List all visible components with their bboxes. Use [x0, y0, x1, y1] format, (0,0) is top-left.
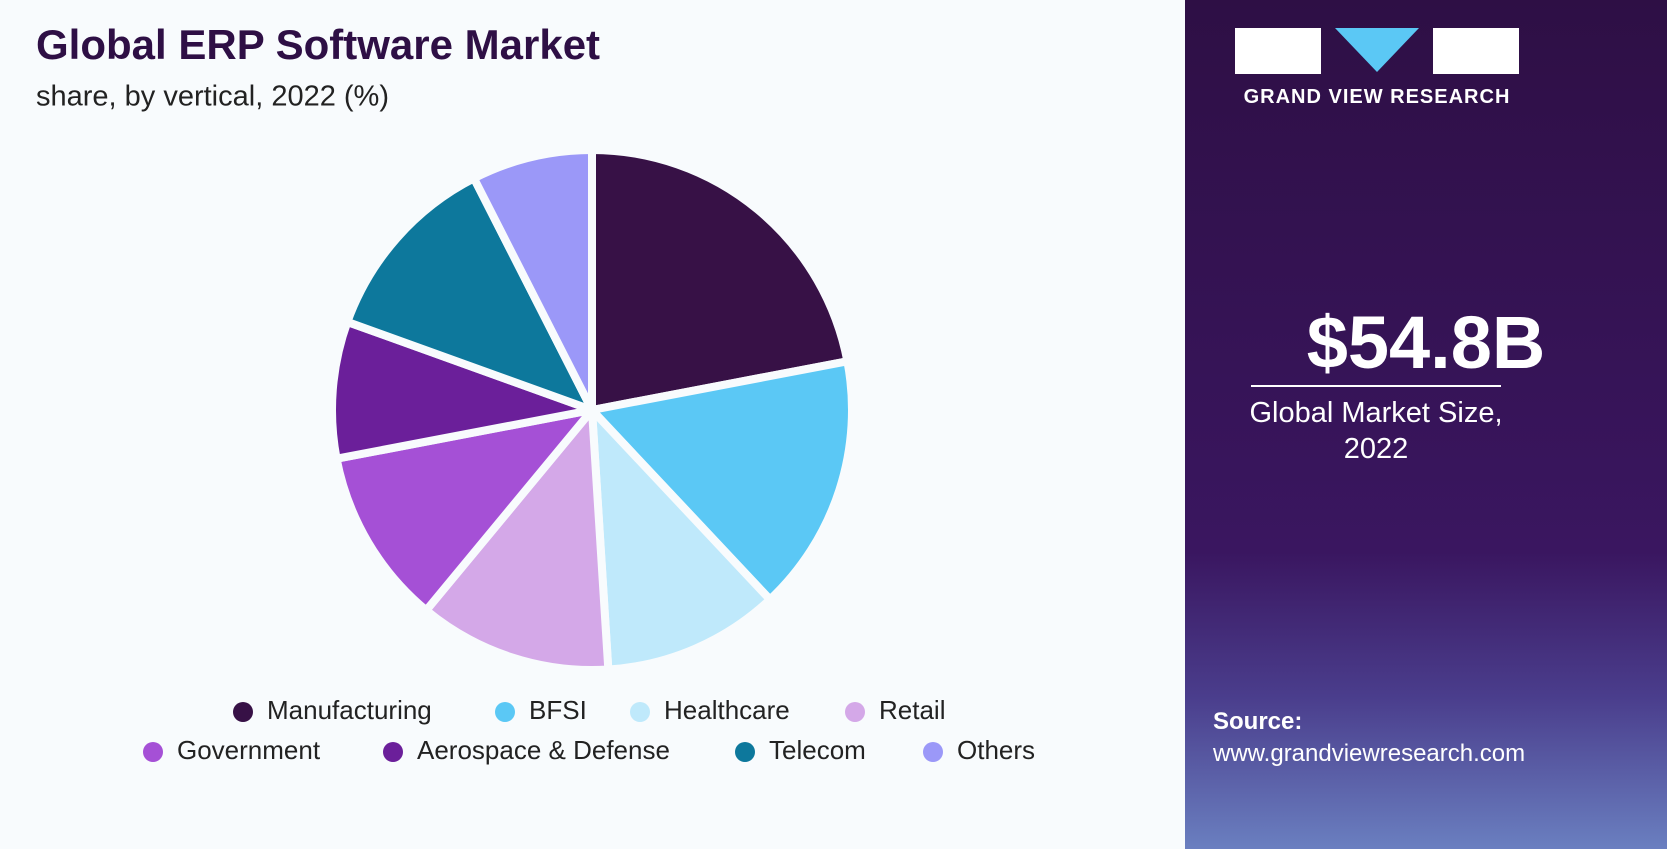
pie-slice	[328, 317, 596, 463]
legend-marker	[233, 702, 253, 722]
side-panel: GRAND VIEW RESEARCH $54.8B Global Market…	[1185, 0, 1667, 849]
market-size: $54.8B	[1306, 301, 1546, 384]
legend-marker	[630, 702, 650, 722]
legend-marker	[495, 702, 515, 722]
pie-slice	[332, 406, 596, 615]
pie-slice	[343, 174, 596, 414]
legend-marker	[143, 742, 163, 762]
legend-label: Others	[957, 735, 1035, 765]
logo	[1235, 28, 1519, 74]
pie-slice	[469, 146, 596, 414]
logo-chevron	[1335, 28, 1419, 72]
pie-slice	[588, 357, 856, 604]
pie-slice	[422, 406, 613, 674]
legend-label: Government	[177, 735, 321, 765]
legend-label: Healthcare	[664, 695, 790, 725]
legend-marker	[383, 742, 403, 762]
legend-label: Retail	[879, 695, 945, 725]
source-url: www.grandviewresearch.com	[1213, 740, 1526, 767]
legend-label: Telecom	[769, 735, 866, 765]
legend-label: Aerospace & Defense	[417, 735, 670, 765]
logo-block	[1235, 28, 1321, 74]
source-label: Source:	[1213, 708, 1303, 735]
legend-marker	[735, 742, 755, 762]
legend-label: BFSI	[529, 695, 587, 725]
logo-block	[1433, 28, 1519, 74]
divider	[1251, 385, 1501, 387]
chart-title: Global ERP Software Market	[36, 21, 600, 68]
pie-slice	[588, 406, 774, 674]
market-size-label: Global Market Size, 2022	[1249, 397, 1503, 465]
brand: GRAND VIEW RESEARCH	[1243, 86, 1511, 108]
pie-slice	[588, 146, 852, 414]
chart: Global ERP Software Market share, by ver…	[36, 21, 1035, 765]
chart-subtitle: share, by vertical, 2022 (%)	[36, 81, 389, 113]
legend-marker	[923, 742, 943, 762]
legend-marker	[845, 702, 865, 722]
legend-label: Manufacturing	[267, 695, 432, 725]
